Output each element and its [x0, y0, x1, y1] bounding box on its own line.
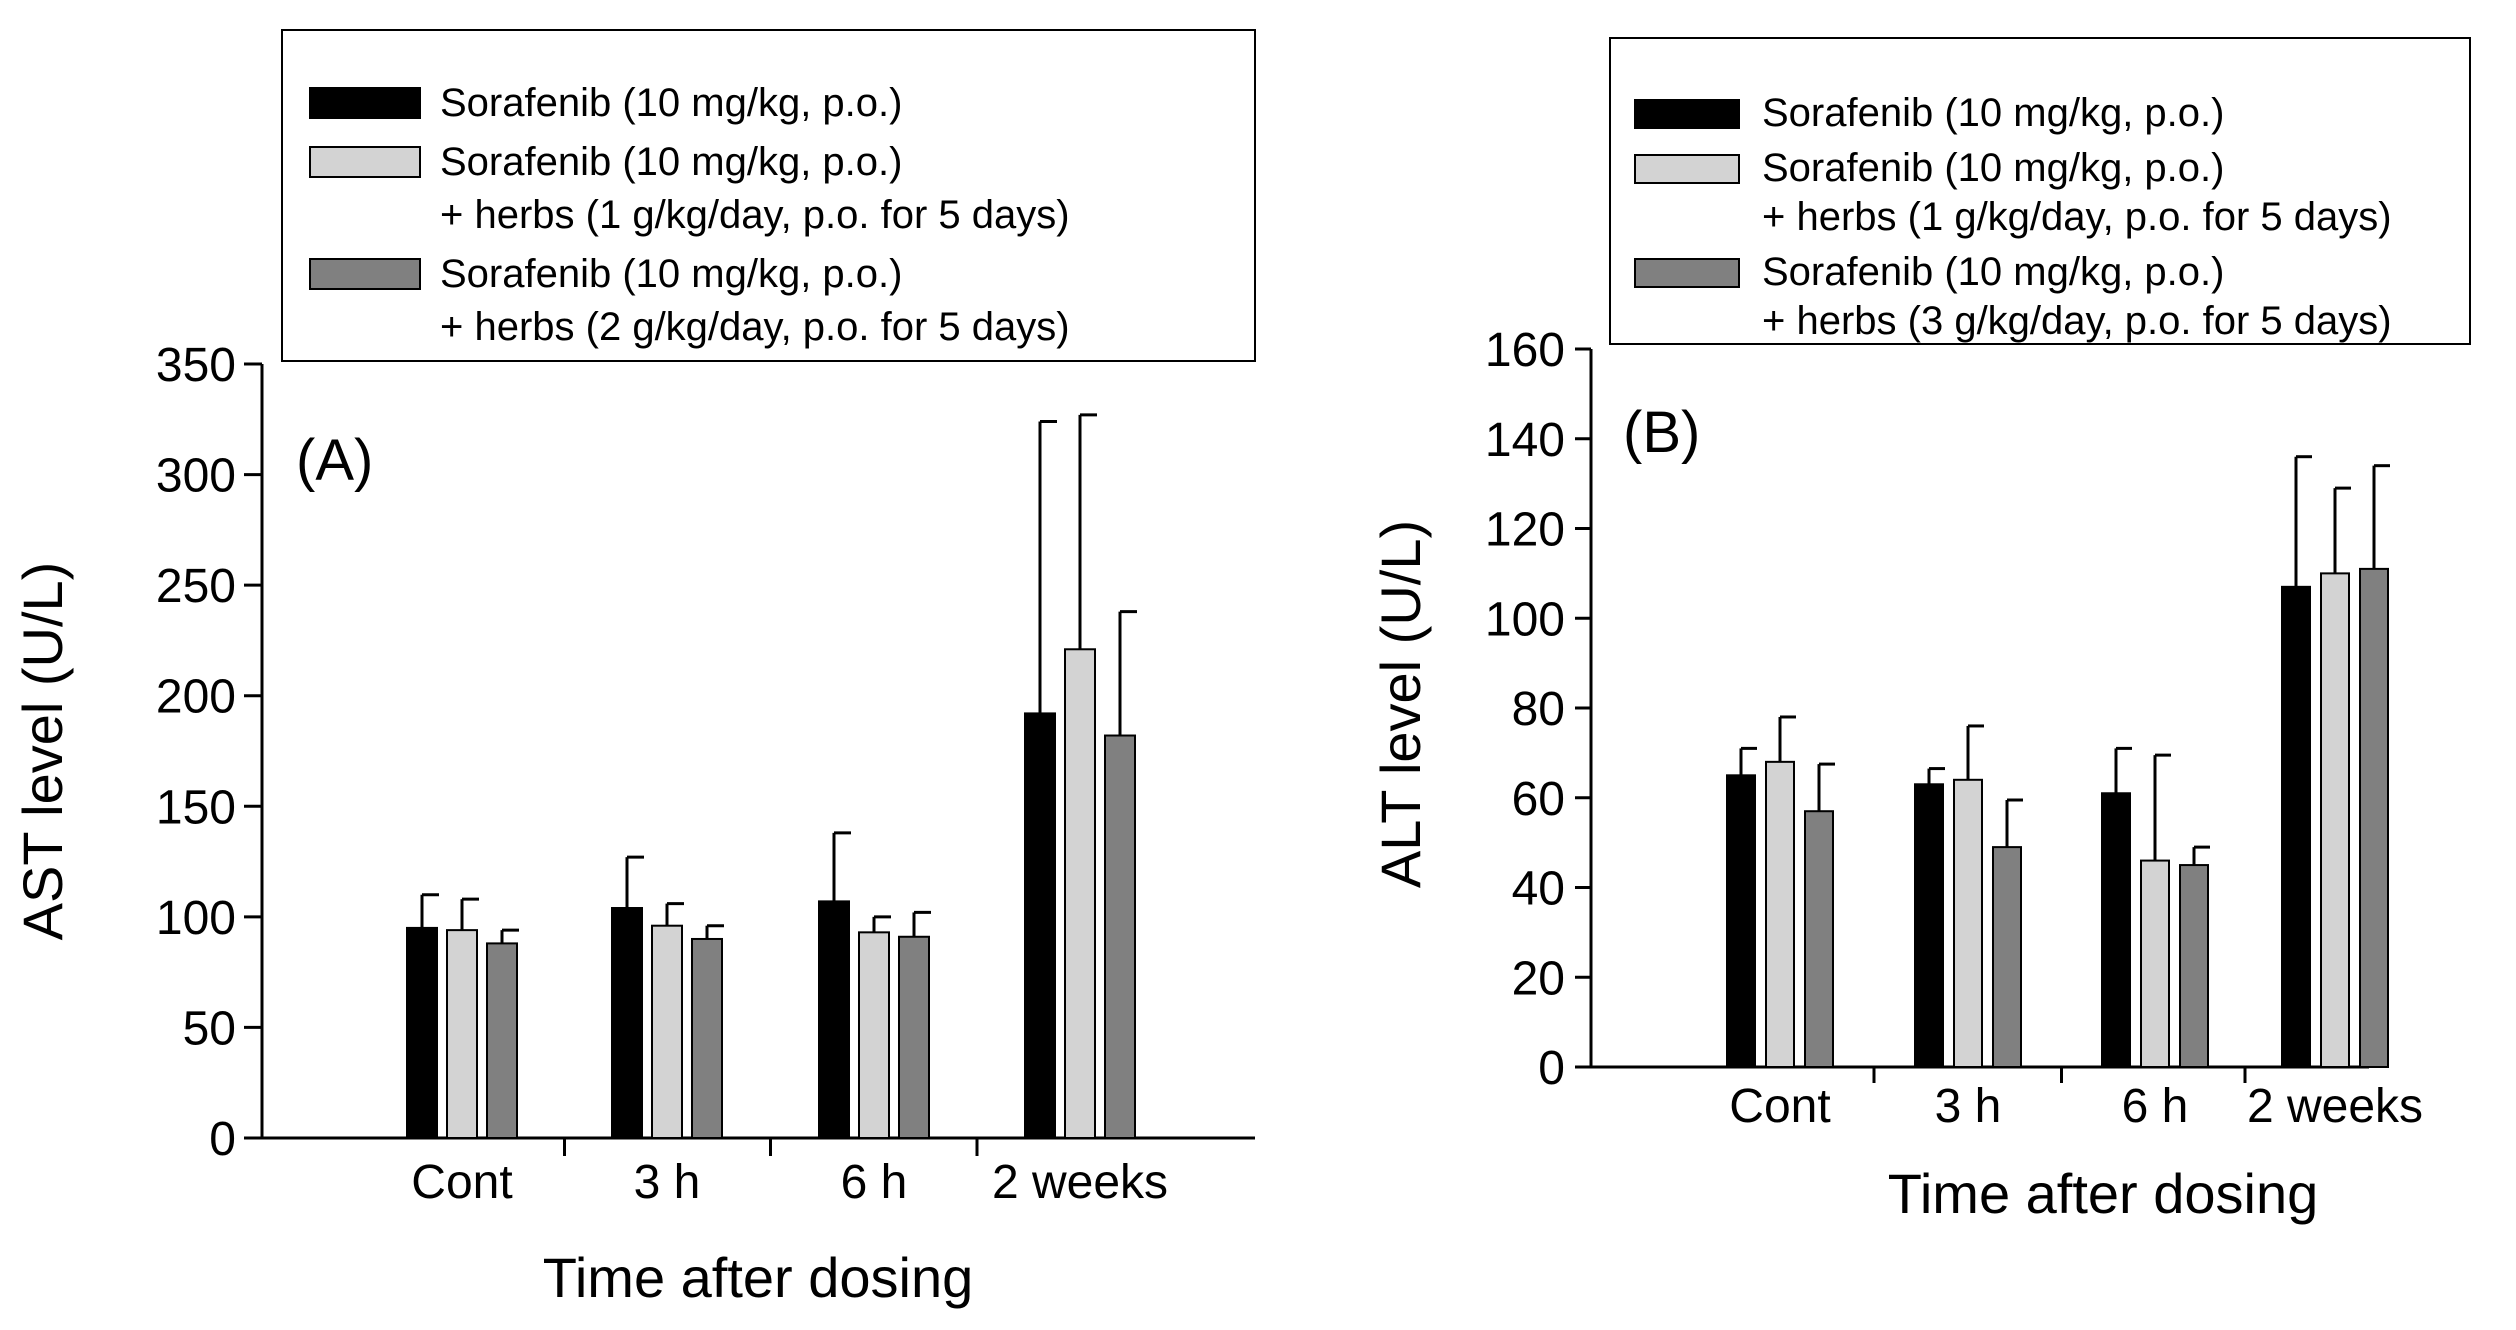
- y-tick-label: 100: [156, 892, 236, 945]
- legend: Sorafenib (10 mg/kg, p.o.) Sorafenib (10 …: [1609, 37, 2471, 345]
- bar: [2101, 792, 2131, 1068]
- bar: [2281, 585, 2311, 1069]
- bar: [2140, 859, 2170, 1069]
- y-tick-label: 120: [1485, 504, 1565, 557]
- bar: [406, 926, 438, 1140]
- y-tick-label: 0: [209, 1113, 236, 1166]
- legend-label: Sorafenib (10 mg/kg, p.o.): [1762, 250, 2224, 294]
- legend-box: [281, 29, 1256, 362]
- panel-a: 0 50 100 150 200 250 300 350 Cont 3 h 6 h 2 weeks Ti…: [11, 29, 1256, 1309]
- bar: [898, 935, 930, 1140]
- legend-label: Sorafenib (10 mg/kg, p.o.): [440, 252, 902, 296]
- y-tick-label: 300: [156, 450, 236, 503]
- bar: [1726, 774, 1756, 1068]
- legend-label: Sorafenib (10 mg/kg, p.o.): [440, 81, 902, 125]
- y-tick-label: 140: [1485, 414, 1565, 467]
- legend-swatch: [1634, 154, 1740, 184]
- bar: [1024, 712, 1056, 1139]
- panel-b: 0 20 40 60 80 100 120 140 160 Cont 3 h 6 h 2 weeks Ti…: [1369, 37, 2471, 1225]
- bar: [2359, 567, 2389, 1068]
- bar: [651, 924, 683, 1140]
- bar: [446, 929, 478, 1140]
- panel-label: (B): [1623, 400, 1700, 465]
- y-tick-label: 160: [1485, 324, 1565, 377]
- y-tick-label: 50: [183, 1002, 236, 1055]
- x-axis-title: Time after dosing: [543, 1246, 974, 1309]
- bar: [1953, 778, 1983, 1068]
- y-tick-label: 350: [156, 339, 236, 392]
- y-tick-label: 0: [1538, 1042, 1565, 1095]
- bar: [818, 900, 850, 1139]
- y-tick-label: 250: [156, 560, 236, 613]
- bar: [611, 907, 643, 1139]
- y-tick-label: 150: [156, 781, 236, 834]
- legend-label: Sorafenib (10 mg/kg, p.o.): [1762, 91, 2224, 135]
- legend: Sorafenib (10 mg/kg, p.o.) Sorafenib (10 …: [281, 29, 1256, 362]
- y-axis-title: AST level (U/L): [11, 562, 74, 941]
- bar: [486, 942, 518, 1139]
- bar: [1804, 810, 1834, 1069]
- legend-label: + herbs (2 g/kg/day, p.o. for 5 days): [440, 305, 1070, 349]
- x-tick-label: Cont: [1729, 1080, 1830, 1133]
- y-tick-label: 200: [156, 671, 236, 724]
- x-tick-label: 6 h: [841, 1156, 908, 1209]
- x-tick-label: 3 h: [634, 1156, 701, 1209]
- bar: [1104, 734, 1136, 1140]
- y-tick-label: 100: [1485, 593, 1565, 646]
- legend-swatch: [1634, 99, 1740, 129]
- x-tick-label: 2 weeks: [2247, 1080, 2423, 1133]
- bar: [2179, 864, 2209, 1068]
- legend-swatch: [309, 87, 421, 119]
- legend-label: + herbs (1 g/kg/day, p.o. for 5 days): [440, 193, 1070, 237]
- x-tick-label: 2 weeks: [992, 1156, 1168, 1209]
- legend-label: + herbs (3 g/kg/day, p.o. for 5 days): [1762, 299, 2392, 343]
- legend-swatch: [309, 258, 421, 290]
- bar: [691, 937, 723, 1139]
- x-tick-label: 6 h: [2122, 1080, 2189, 1133]
- y-tick-label: 40: [1512, 863, 1565, 916]
- bar: [1765, 760, 1795, 1068]
- legend-box: [1609, 37, 2471, 345]
- bar: [858, 931, 890, 1140]
- y-axis-title: ALT level (U/L): [1369, 520, 1432, 888]
- legend-swatch: [1634, 258, 1740, 288]
- y-tick-label: 80: [1512, 683, 1565, 736]
- x-tick-label: 3 h: [1935, 1080, 2002, 1133]
- y-tick-label: 60: [1512, 773, 1565, 826]
- legend-label: + herbs (1 g/kg/day, p.o. for 5 days): [1762, 195, 2392, 239]
- bar: [1992, 846, 2022, 1068]
- legend-label: Sorafenib (10 mg/kg, p.o.): [1762, 146, 2224, 190]
- legend-swatch: [309, 146, 421, 178]
- bar: [1064, 648, 1096, 1139]
- bar: [2320, 572, 2350, 1068]
- bar: [1914, 783, 1944, 1068]
- x-tick-label: Cont: [411, 1156, 512, 1209]
- y-tick-label: 20: [1512, 952, 1565, 1005]
- legend-label: Sorafenib (10 mg/kg, p.o.): [440, 140, 902, 184]
- panel-label: (A): [296, 428, 373, 493]
- x-axis-title: Time after dosing: [1888, 1162, 2319, 1225]
